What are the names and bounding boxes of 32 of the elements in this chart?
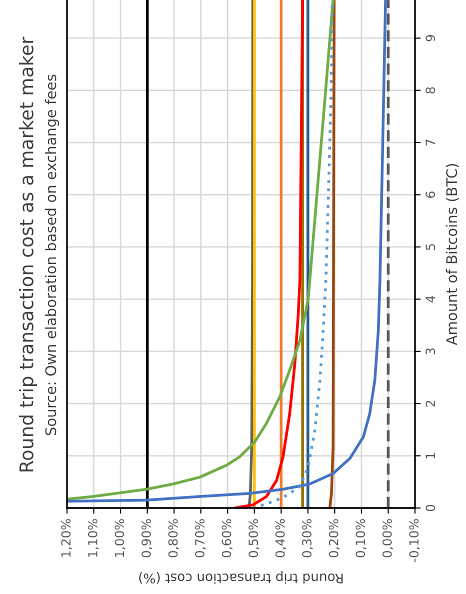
x-tick-label: 1,10%	[88, 519, 99, 557]
x-tick-label: 0,50%	[248, 519, 260, 558]
x-tick-label: 0,10%	[356, 519, 366, 558]
line-series	[328, 0, 336, 508]
y-tick-label: 3	[426, 348, 436, 354]
x-tick-label: 1,00%	[114, 519, 126, 557]
y-axis-title: Amount of Bitcoins (BTC)	[446, 164, 459, 346]
y-tick-label: 4	[426, 296, 435, 303]
line-series	[67, 0, 387, 503]
x-tick-label: 1,20%	[61, 519, 72, 557]
y-tick-label: 1	[426, 452, 435, 458]
x-tick-label: 0,90%	[141, 519, 152, 558]
y-tick-label: 6	[426, 192, 436, 198]
y-tick-label: 5	[426, 244, 436, 250]
x-tick-label: 0,40%	[275, 519, 286, 558]
x-tick-label: 0,60%	[222, 519, 233, 558]
x-tick-label: -0,10%	[409, 519, 420, 562]
x-tick-label: 0,00%	[382, 519, 394, 558]
y-tick-label: 2	[426, 400, 435, 407]
text: Source: Own elaboration based on exchange fees	[44, 74, 60, 436]
x-tick-label: 0,30%	[302, 519, 313, 558]
line-series	[233, 0, 304, 508]
y-tick-label: 0	[426, 504, 436, 512]
y-tick-label: 9	[426, 35, 436, 42]
y-tick-label: 8	[426, 87, 436, 94]
text: Round trip transaction cost as a market maker	[18, 36, 38, 472]
x-tick-label: 0,80%	[168, 519, 179, 558]
x-tick-label: 0,70%	[195, 519, 206, 558]
x-tick-label: 0,20%	[328, 519, 340, 558]
y-tick-label: 7	[426, 140, 435, 146]
line-series	[67, 0, 334, 501]
x-axis-title: Round trip transaction cost (%)	[139, 570, 343, 584]
